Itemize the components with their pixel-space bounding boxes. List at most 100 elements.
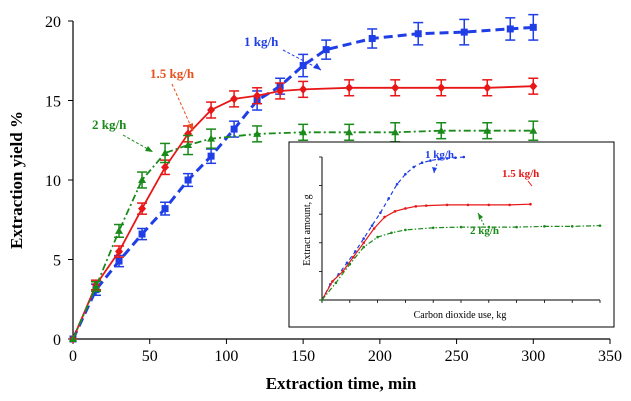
inset-data-point [404, 172, 407, 176]
data-point [345, 128, 354, 136]
inset-data-point [334, 281, 338, 285]
inset-data-point [395, 182, 399, 186]
inset-data-point [362, 237, 366, 240]
inset-data-point [331, 280, 334, 283]
inset-data-point [393, 210, 397, 213]
data-point [345, 83, 354, 93]
data-point [207, 105, 216, 115]
data-point [92, 282, 101, 290]
inset-ticks [319, 156, 601, 303]
data-point [414, 30, 422, 38]
callout-arrow-1-5kgh [171, 83, 194, 132]
data-point [253, 91, 262, 101]
inset-data-point [508, 203, 511, 207]
y-tick-label: 5 [53, 253, 61, 270]
series-label-2kgh: 2 kg/h [92, 117, 127, 132]
inset-data-point [348, 262, 352, 266]
inset-series-line-2-kg-h [321, 225, 601, 301]
data-point [299, 62, 307, 70]
inset-data-point [598, 224, 602, 227]
y-tick-label: 0 [53, 332, 61, 349]
x-tick-label: 150 [291, 348, 315, 365]
series-callouts: 1 kg/h 1.5 kg/h 2 kg/h [92, 34, 322, 153]
inset-data-point [412, 165, 416, 169]
inset-data-point [459, 225, 463, 229]
x-tick-label: 100 [214, 348, 238, 365]
y-tick-label: 10 [45, 173, 61, 190]
inset-series-2-kg-h [320, 224, 602, 302]
inset-frame [288, 141, 615, 328]
inset-data-point [445, 157, 449, 160]
data-point [437, 126, 446, 134]
inset-series-group [320, 155, 602, 302]
inset-data-point [404, 207, 407, 210]
inset-data-point [379, 211, 382, 215]
y-tick-label: 15 [45, 94, 61, 111]
data-point [276, 86, 285, 96]
callout-arrowhead-2kgh [145, 146, 153, 152]
inset-data-point [383, 215, 386, 219]
inset-data-point [376, 235, 379, 239]
inset-x-axis-title: Carbon dioxide use, kg [414, 310, 507, 321]
data-point [207, 134, 216, 142]
inset-data-point [362, 241, 366, 245]
data-point [529, 23, 537, 31]
inset-data-point [370, 224, 374, 227]
inset-data-point [351, 255, 355, 259]
x-tick-label: 250 [445, 348, 469, 365]
inset-data-point [454, 156, 457, 160]
inset-data-point [429, 159, 432, 162]
series-label-1-5kgh: 1.5 kg/h [150, 66, 195, 81]
callout-arrowhead-1-5kgh [187, 123, 193, 131]
x-ticks: 0 50 100 150 200 250 300 350 [69, 339, 622, 365]
data-point [322, 46, 330, 54]
inset-data-point [543, 225, 546, 228]
y-ticks: 0 5 10 15 20 [45, 14, 73, 349]
inset-data-point [414, 205, 418, 208]
data-point [460, 28, 468, 36]
series-1-5-kg-h [69, 77, 539, 344]
series-line-1-5-kg-h [72, 85, 534, 340]
data-point [529, 126, 538, 134]
data-point [161, 148, 170, 156]
inset-series-line-1-5-kg-h [321, 203, 531, 301]
x-tick-label: 300 [521, 348, 545, 365]
series-2-kg-h [69, 120, 539, 342]
main-series-group [69, 13, 539, 344]
data-point [529, 81, 538, 91]
inset-data-point [424, 204, 428, 207]
inset-data-point [372, 227, 376, 230]
inset-chart: Carbon dioxide use, kg Extract amount, g… [288, 141, 615, 328]
x-axis-title: Extraction time, min [266, 374, 417, 393]
data-point [184, 176, 192, 184]
inset-callout-arrowhead-1kgh [432, 167, 437, 173]
data-point [115, 226, 124, 234]
data-point [115, 247, 124, 257]
inset-data-point [462, 155, 466, 159]
inset-data-point [487, 203, 491, 207]
x-tick-label: 200 [368, 348, 392, 365]
data-point [69, 335, 77, 342]
inset-data-point [404, 228, 407, 232]
inset-data-point [345, 261, 349, 265]
data-point [138, 230, 146, 238]
inset-label-1kgh: 1 kg/h [425, 149, 454, 161]
inset-data-point [420, 161, 424, 165]
data-point [115, 257, 123, 265]
x-tick-label: 350 [598, 348, 622, 365]
data-point [299, 128, 308, 136]
series-line-2-kg-h [72, 129, 534, 340]
data-point [391, 83, 400, 93]
inset-series-line-1-kg-h [321, 156, 464, 301]
inset-data-point [445, 203, 449, 207]
inset-series-callouts: 1 kg/h 1.5 kg/h 2 kg/h [425, 149, 539, 237]
data-point [161, 205, 169, 213]
main-plot: 0 50 100 150 200 250 300 350 0 5 10 15 20 Extractio… [7, 13, 622, 393]
inset-label-1-5kgh: 1.5 kg/h [502, 168, 539, 180]
data-point [184, 141, 193, 149]
data-point [138, 176, 147, 183]
inset-data-point [387, 197, 391, 200]
data-point [483, 83, 492, 93]
inset-data-point [570, 225, 574, 228]
y-axis-title: Extraction yield % [7, 111, 26, 249]
